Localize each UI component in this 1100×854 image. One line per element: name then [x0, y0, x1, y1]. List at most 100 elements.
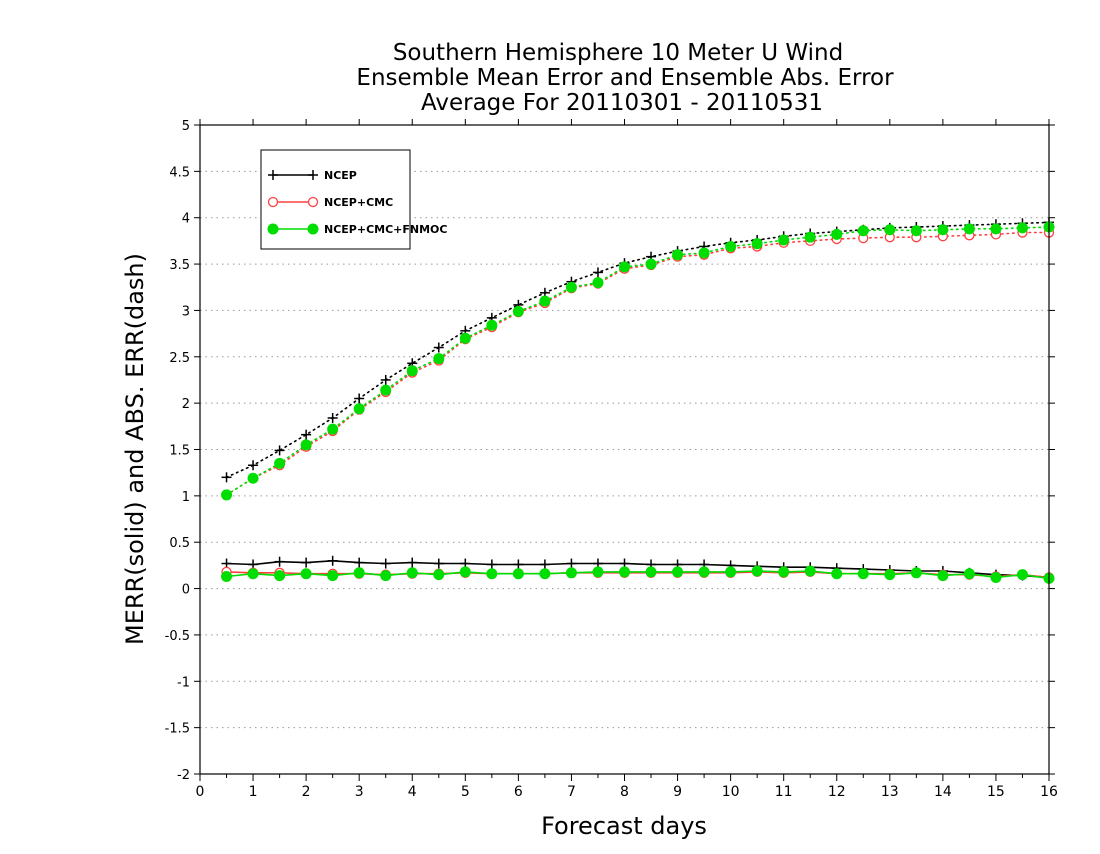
x-tick-label: 6	[514, 784, 523, 800]
y-tick-label: 1	[182, 490, 190, 505]
data-point	[307, 223, 319, 235]
legend-label: NCEP	[324, 169, 357, 182]
data-point	[274, 457, 286, 469]
x-tick-label: 2	[302, 784, 311, 800]
data-point	[327, 423, 339, 435]
data-point	[301, 429, 312, 440]
data-point	[300, 439, 312, 451]
merr-line	[226, 571, 1050, 579]
data-point	[307, 196, 319, 208]
x-tick-label: 14	[934, 784, 952, 800]
data-point	[354, 393, 365, 404]
x-tick-label: 9	[673, 784, 682, 800]
data-point	[433, 558, 444, 569]
data-point	[274, 445, 285, 456]
data-point	[778, 566, 790, 578]
data-point	[380, 384, 392, 396]
data-point	[539, 568, 551, 580]
data-point	[857, 225, 869, 237]
y-tick-label: 1.5	[169, 444, 190, 459]
abs-err-line	[225, 221, 1050, 479]
data-point	[963, 223, 975, 235]
data-point	[268, 170, 278, 180]
legend: NCEP NCEP+CMC NCEP+CMC+FNMOC	[260, 149, 447, 250]
data-point	[645, 566, 657, 578]
x-tick-label: 11	[775, 784, 793, 800]
data-point	[963, 568, 975, 580]
data-point	[247, 568, 259, 580]
data-point	[486, 319, 498, 331]
data-point	[274, 556, 285, 567]
data-point	[1016, 222, 1028, 234]
x-tick-label: 1	[249, 784, 258, 800]
data-point	[354, 557, 365, 568]
data-point	[380, 558, 391, 569]
data-point	[937, 570, 949, 582]
data-point	[353, 403, 365, 415]
y-tick-label: -1.5	[165, 722, 190, 737]
legend-label: NCEP+CMC	[324, 196, 393, 209]
data-point	[884, 569, 896, 581]
series-ncep	[221, 217, 1054, 583]
data-point	[380, 374, 391, 385]
data-point	[539, 295, 551, 307]
data-point	[566, 558, 577, 569]
y-tick-label: 4	[182, 212, 190, 227]
y-tick-label: 2.5	[169, 351, 190, 366]
data-layer	[221, 217, 1055, 584]
x-tick-label: 7	[567, 784, 576, 800]
data-point	[300, 568, 312, 580]
merr-line	[226, 559, 1050, 579]
data-point	[512, 305, 524, 317]
data-point	[698, 247, 710, 259]
y-axis-label: MERR(solid) and ABS. ERR(dash)	[121, 253, 149, 645]
series-ncep-cmc	[221, 227, 1055, 583]
data-point	[513, 559, 524, 570]
data-point	[778, 234, 790, 246]
data-point	[512, 568, 524, 580]
x-tick-label: 10	[722, 784, 740, 800]
data-point	[804, 231, 816, 243]
y-tick-label: -1	[177, 675, 190, 690]
data-point	[990, 223, 1002, 235]
data-point	[592, 277, 604, 289]
abs-err-line	[225, 231, 1050, 496]
data-point	[459, 332, 471, 344]
data-point	[221, 472, 232, 483]
data-point	[592, 566, 604, 578]
data-point	[327, 412, 338, 423]
x-tick-label: 3	[355, 784, 364, 800]
data-point	[672, 566, 684, 578]
data-point	[539, 559, 550, 570]
y-tick-label: 5	[182, 119, 190, 134]
data-point	[565, 567, 577, 579]
data-point	[327, 555, 338, 566]
data-point	[751, 238, 763, 250]
data-point	[910, 567, 922, 579]
data-point	[698, 566, 710, 578]
title-line-1: Southern Hemisphere 10 Meter U Wind	[393, 40, 843, 66]
data-point	[301, 557, 312, 568]
data-point	[857, 568, 869, 580]
data-point	[645, 258, 657, 270]
axis-ticks: -2-1.5-1-0.500.511.522.533.544.550 1 2 3 4 5 6…	[165, 119, 1058, 800]
grid-lines	[200, 170, 1049, 729]
data-point	[592, 267, 603, 278]
y-tick-label: -2	[177, 768, 190, 783]
data-point	[486, 568, 498, 580]
data-point	[884, 224, 896, 236]
data-point	[221, 571, 233, 583]
data-point	[804, 565, 816, 577]
data-point	[380, 570, 392, 582]
y-tick-label: 0.5	[169, 536, 190, 551]
data-point	[247, 472, 259, 484]
series-ncep-cmc-fnmoc	[221, 221, 1055, 584]
data-point	[433, 342, 444, 353]
x-tick-label: 16	[1040, 784, 1058, 800]
data-point	[274, 570, 286, 582]
data-point	[267, 223, 279, 235]
data-point	[486, 559, 497, 570]
data-point	[459, 566, 471, 578]
